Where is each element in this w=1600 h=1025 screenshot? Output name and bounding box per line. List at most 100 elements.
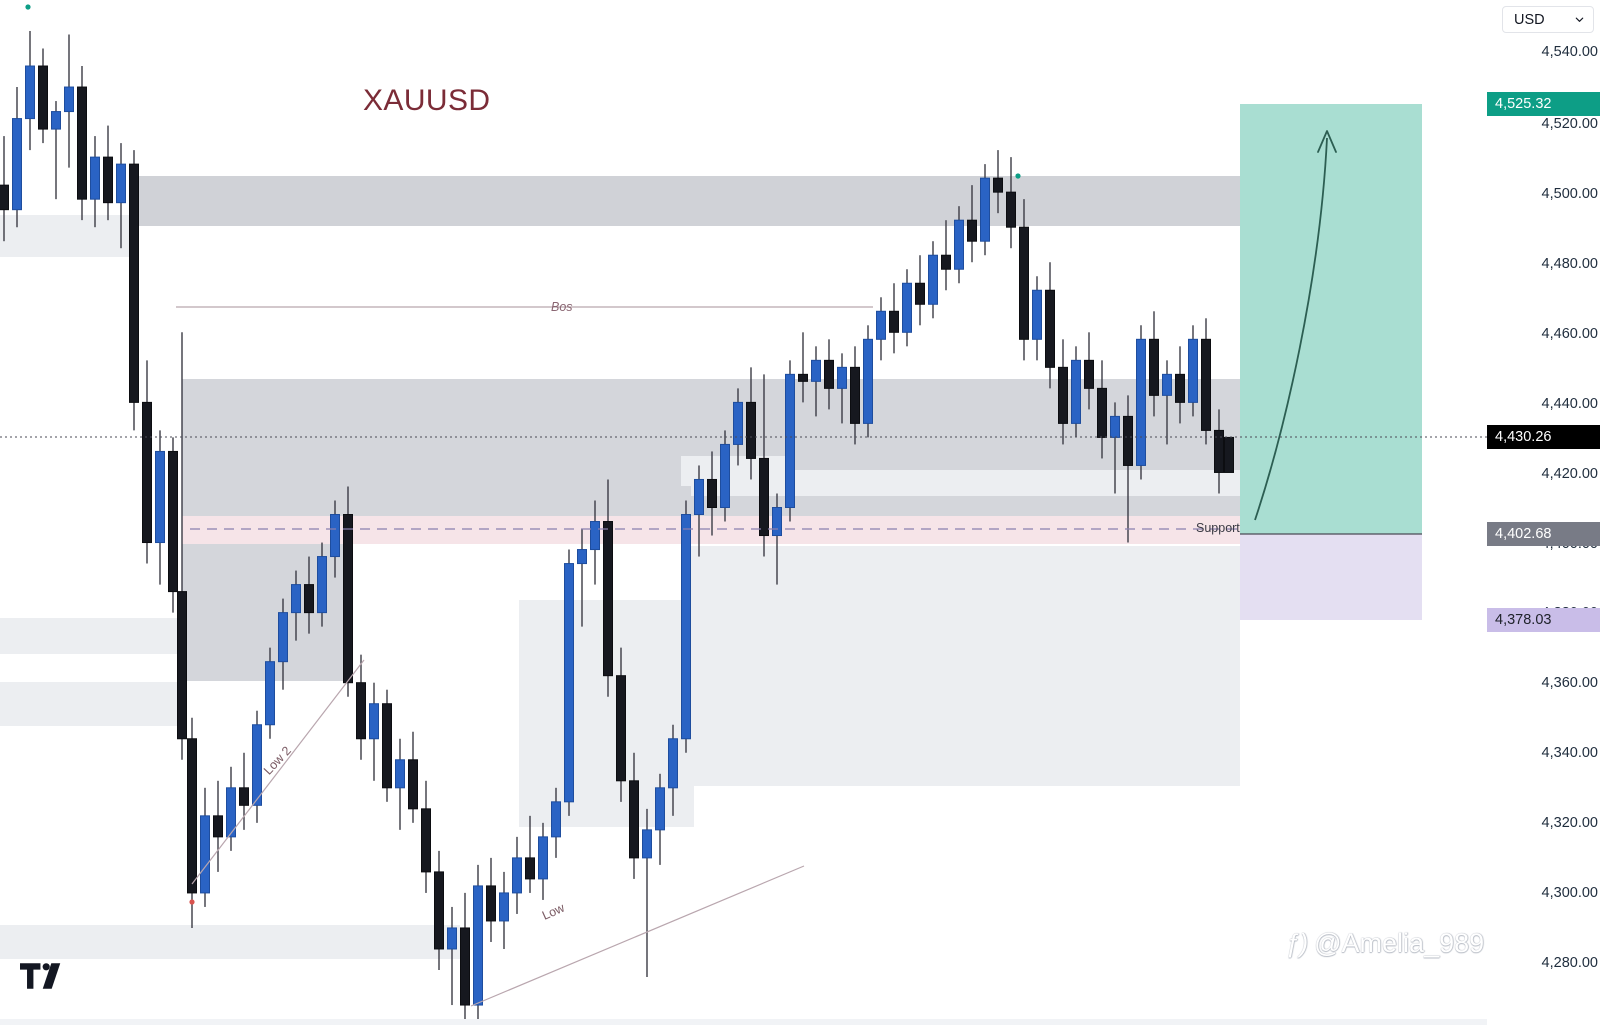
candle[interactable]	[1045, 262, 1055, 389]
chart-plot-area[interactable]: Bos Support Low 2 Low XAUUSD ƒ) @Amelia_…	[0, 0, 1487, 1025]
candle[interactable]	[278, 598, 288, 690]
low2-trendline[interactable]	[191, 659, 365, 885]
candle[interactable]	[38, 48, 48, 144]
imbalance-7[interactable]	[691, 470, 1240, 496]
currency-selector[interactable]: USD	[1502, 6, 1594, 33]
candle[interactable]	[590, 500, 600, 585]
candle[interactable]	[616, 647, 626, 802]
stop-loss-box[interactable]	[1240, 534, 1422, 620]
candle[interactable]	[1214, 409, 1224, 494]
candle[interactable]	[980, 164, 990, 256]
candle[interactable]	[12, 87, 22, 228]
candle[interactable]	[473, 864, 483, 1020]
candle[interactable]	[538, 822, 548, 900]
candle[interactable]	[629, 752, 639, 879]
candle[interactable]	[1058, 339, 1068, 445]
candle[interactable]	[1188, 325, 1198, 417]
candle[interactable]	[889, 283, 899, 354]
candle[interactable]	[177, 332, 187, 760]
candle[interactable]	[1149, 311, 1159, 417]
candle[interactable]	[90, 136, 100, 228]
price-marker-take-profit[interactable]: 4,525.32	[1487, 92, 1600, 116]
candle[interactable]	[902, 269, 912, 347]
supply-zone-main[interactable]	[182, 379, 1240, 531]
candle[interactable]	[330, 500, 340, 578]
candle[interactable]	[155, 430, 165, 585]
candle[interactable]	[837, 353, 847, 424]
candle[interactable]	[103, 125, 113, 221]
candle[interactable]	[1071, 346, 1081, 438]
candle[interactable]	[655, 773, 665, 865]
price-scale[interactable]: 4,540.00 4,520.00 4,500.00 4,480.00 4,460.00…	[1487, 0, 1600, 1025]
candle[interactable]	[694, 465, 704, 557]
candle[interactable]	[811, 346, 821, 417]
candle[interactable]	[265, 647, 275, 739]
candle[interactable]	[512, 836, 522, 914]
imbalance-4[interactable]	[0, 925, 460, 959]
candle[interactable]	[460, 892, 470, 1025]
take-profit-box[interactable]	[1240, 104, 1422, 534]
candle[interactable]	[51, 101, 61, 200]
tradingview-logo[interactable]	[20, 963, 66, 989]
candle[interactable]	[1123, 395, 1133, 543]
candle[interactable]	[168, 437, 178, 613]
price-marker-stop-loss[interactable]: 4,378.03	[1487, 608, 1600, 632]
candle[interactable]	[421, 780, 431, 893]
price-marker-last-price[interactable]: 4,430.26	[1487, 425, 1600, 449]
candle[interactable]	[434, 850, 444, 971]
candle[interactable]	[200, 787, 210, 907]
candle[interactable]	[304, 556, 314, 634]
candle[interactable]	[681, 500, 691, 753]
candle[interactable]	[863, 325, 873, 438]
candle[interactable]	[915, 255, 925, 326]
candle[interactable]	[1201, 318, 1211, 445]
candle[interactable]	[733, 388, 743, 466]
candle[interactable]	[1019, 199, 1029, 361]
candle[interactable]	[395, 738, 405, 830]
candle[interactable]	[447, 906, 457, 1006]
candle[interactable]	[642, 808, 652, 978]
candle[interactable]	[25, 30, 35, 151]
imbalance-1[interactable]	[0, 215, 135, 257]
candle[interactable]	[77, 66, 87, 221]
candle[interactable]	[1175, 346, 1185, 424]
candle[interactable]	[551, 787, 561, 858]
candle[interactable]	[239, 752, 249, 830]
candle[interactable]	[382, 689, 392, 802]
candle[interactable]	[252, 710, 262, 823]
candle[interactable]	[1136, 325, 1146, 480]
candle[interactable]	[499, 871, 509, 949]
candle[interactable]	[993, 150, 1003, 214]
candle[interactable]	[720, 430, 730, 522]
support-band[interactable]	[182, 516, 1240, 544]
supply-zone-upper[interactable]	[135, 176, 1240, 226]
candle[interactable]	[954, 206, 964, 284]
candle[interactable]	[668, 724, 678, 816]
candle[interactable]	[928, 241, 938, 319]
candle[interactable]	[525, 815, 535, 893]
candle[interactable]	[785, 360, 795, 522]
candle[interactable]	[408, 731, 418, 823]
candle[interactable]	[129, 150, 139, 431]
imbalance-3[interactable]	[0, 682, 183, 726]
candle[interactable]	[941, 220, 951, 291]
candle[interactable]	[64, 34, 74, 168]
candle[interactable]	[876, 297, 886, 361]
price-marker-entry[interactable]: 4,402.68	[1487, 522, 1600, 546]
demand-zone-lower[interactable]	[691, 546, 1240, 786]
candle[interactable]	[213, 780, 223, 872]
candle[interactable]	[746, 367, 756, 480]
candle[interactable]	[603, 479, 613, 697]
candle[interactable]	[577, 528, 587, 627]
candle[interactable]	[759, 374, 769, 557]
candle[interactable]	[187, 717, 197, 928]
candle[interactable]	[1032, 276, 1042, 361]
candle[interactable]	[824, 339, 834, 410]
candle[interactable]	[291, 570, 301, 641]
candle[interactable]	[1084, 332, 1094, 410]
candle[interactable]	[1224, 436, 1234, 473]
candle[interactable]	[343, 486, 353, 697]
low-trendline[interactable]	[470, 865, 805, 1007]
imbalance-2[interactable]	[0, 618, 183, 654]
candle[interactable]	[142, 360, 152, 564]
